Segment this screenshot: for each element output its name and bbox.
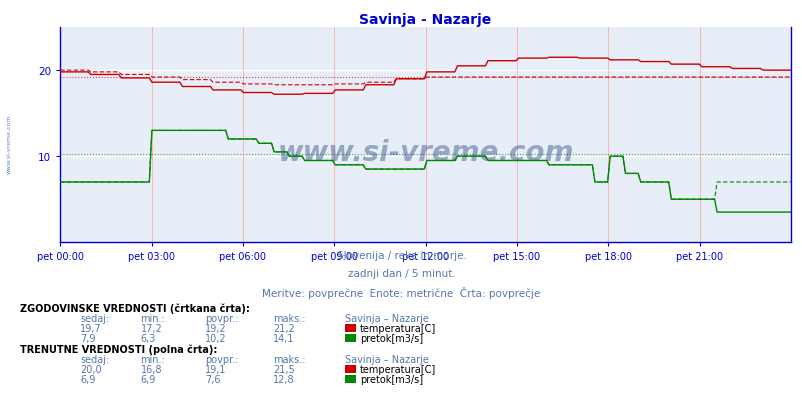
Text: pretok[m3/s]: pretok[m3/s] [359,375,423,385]
Text: sedaj:: sedaj: [80,354,109,365]
Text: sedaj:: sedaj: [80,314,109,324]
Text: 7,9: 7,9 [80,334,95,344]
Text: 10,2: 10,2 [205,334,226,344]
Text: 16,8: 16,8 [140,365,162,375]
Text: 14,1: 14,1 [273,334,294,344]
Text: 6,3: 6,3 [140,334,156,344]
Text: povpr.:: povpr.: [205,354,238,365]
Text: maks.:: maks.: [273,314,305,324]
Text: min.:: min.: [140,314,165,324]
Text: 19,2: 19,2 [205,324,226,334]
Text: www.si-vreme.com: www.si-vreme.com [6,115,11,174]
Text: 20,0: 20,0 [80,365,102,375]
Text: www.si-vreme.com: www.si-vreme.com [277,138,573,166]
Text: 6,9: 6,9 [80,375,95,385]
Text: Slovenija / reke in morje.: Slovenija / reke in morje. [336,251,466,261]
Text: 21,2: 21,2 [273,324,294,334]
Text: 19,1: 19,1 [205,365,226,375]
Text: zadnji dan / 5 minut.: zadnji dan / 5 minut. [347,269,455,279]
Text: 17,2: 17,2 [140,324,162,334]
Text: ZGODOVINSKE VREDNOSTI (črtkana črta):: ZGODOVINSKE VREDNOSTI (črtkana črta): [20,303,249,313]
Title: Savinja - Nazarje: Savinja - Nazarje [359,13,491,27]
Text: 12,8: 12,8 [273,375,294,385]
Text: Savinja – Nazarje: Savinja – Nazarje [345,314,428,324]
Text: 6,9: 6,9 [140,375,156,385]
Text: 19,7: 19,7 [80,324,102,334]
Text: min.:: min.: [140,354,165,365]
Text: TRENUTNE VREDNOSTI (polna črta):: TRENUTNE VREDNOSTI (polna črta): [20,344,217,354]
Text: Savinja – Nazarje: Savinja – Nazarje [345,354,428,365]
Text: temperatura[C]: temperatura[C] [359,365,435,375]
Text: maks.:: maks.: [273,354,305,365]
Text: 21,5: 21,5 [273,365,294,375]
Text: temperatura[C]: temperatura[C] [359,324,435,334]
Text: 7,6: 7,6 [205,375,220,385]
Text: Meritve: povprečne  Enote: metrične  Črta: povprečje: Meritve: povprečne Enote: metrične Črta:… [262,287,540,299]
Text: povpr.:: povpr.: [205,314,238,324]
Text: pretok[m3/s]: pretok[m3/s] [359,334,423,344]
